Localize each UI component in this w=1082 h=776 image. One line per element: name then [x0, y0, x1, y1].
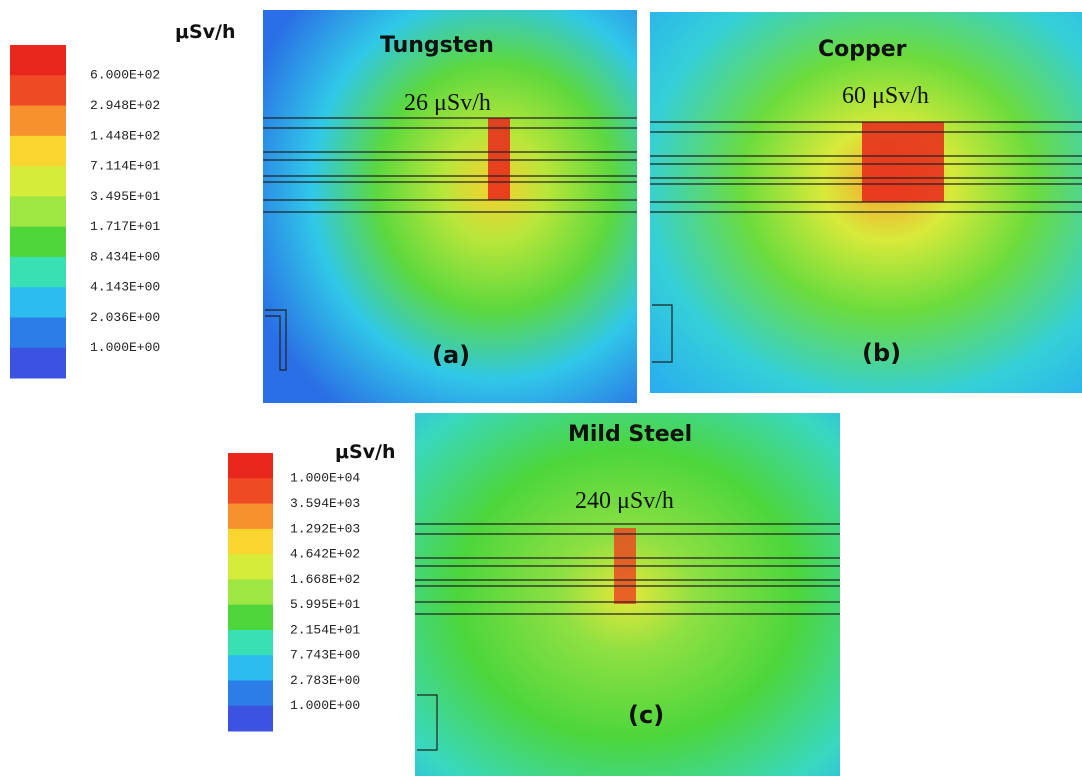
- panel-c: Mild Steel 240 μSv/h (c): [415, 413, 840, 776]
- legend-swatch: [10, 135, 66, 167]
- legend-swatch: [228, 705, 273, 732]
- legend-swatch: [10, 166, 66, 197]
- legend-swatch: [228, 579, 273, 606]
- legend-swatch: [228, 680, 273, 707]
- legend-label: 1.717E+01: [90, 219, 160, 234]
- legend-label: 1.668E+02: [290, 572, 360, 587]
- legend-swatch: [228, 478, 273, 505]
- panel-a: Tungsten 26 μSv/h (a): [263, 10, 637, 403]
- legend-swatch: [10, 347, 66, 379]
- legend-swatch: [10, 196, 66, 228]
- panel-label: (c): [628, 701, 664, 729]
- legend-label: 2.036E+00: [90, 310, 160, 325]
- legend-label: 6.000E+02: [90, 68, 160, 83]
- legend-label: 1.292E+03: [290, 521, 360, 536]
- legend-label: 7.743E+00: [290, 648, 360, 663]
- panel-title: Mild Steel: [568, 422, 692, 447]
- panel-title: Copper: [818, 37, 907, 62]
- legend-label: 1.448E+02: [90, 128, 160, 143]
- legend-label: 3.594E+03: [290, 496, 360, 511]
- legend-swatch: [228, 629, 273, 656]
- legend-label: 2.783E+00: [290, 673, 360, 688]
- legend-label: 1.000E+00: [90, 340, 160, 355]
- legend-label: 5.995E+01: [290, 597, 360, 612]
- legend-swatch: [228, 655, 273, 681]
- legend-swatch: [228, 503, 273, 530]
- dose-label: 60 μSv/h: [842, 83, 929, 109]
- panel-b: Copper 60 μSv/h (b): [650, 12, 1082, 393]
- dose-label: 240 μSv/h: [575, 488, 674, 514]
- legend-swatch: [10, 256, 66, 288]
- panel-label: (b): [862, 339, 901, 367]
- legend-label: 2.948E+02: [90, 98, 160, 113]
- legend-label: 8.434E+00: [90, 249, 160, 264]
- legend-swatch: [10, 105, 66, 137]
- legend-swatch: [228, 554, 273, 580]
- legend-swatch: [228, 453, 273, 479]
- legend-label: 4.642E+02: [290, 547, 360, 562]
- legend-swatch: [10, 287, 66, 318]
- legend-label: 2.154E+01: [290, 622, 360, 637]
- panel-title: Tungsten: [380, 33, 494, 58]
- legend-swatch: [10, 45, 66, 76]
- legend-label: 7.114E+01: [90, 159, 160, 174]
- legend-unit: μSv/h: [335, 441, 396, 463]
- panel-label: (a): [432, 341, 470, 369]
- legend-swatch: [10, 226, 66, 258]
- legend-swatch: [228, 604, 273, 631]
- legend-label: 1.000E+00: [290, 698, 360, 713]
- legend-label: 4.143E+00: [90, 280, 160, 295]
- legend-label: 1.000E+04: [290, 471, 360, 486]
- legend-swatch: [10, 317, 66, 349]
- legend-unit: μSv/h: [175, 21, 236, 43]
- legend-label: 3.495E+01: [90, 189, 160, 204]
- dose-label: 26 μSv/h: [404, 90, 491, 116]
- legend-swatch: [228, 528, 273, 555]
- legend-swatch: [10, 75, 66, 107]
